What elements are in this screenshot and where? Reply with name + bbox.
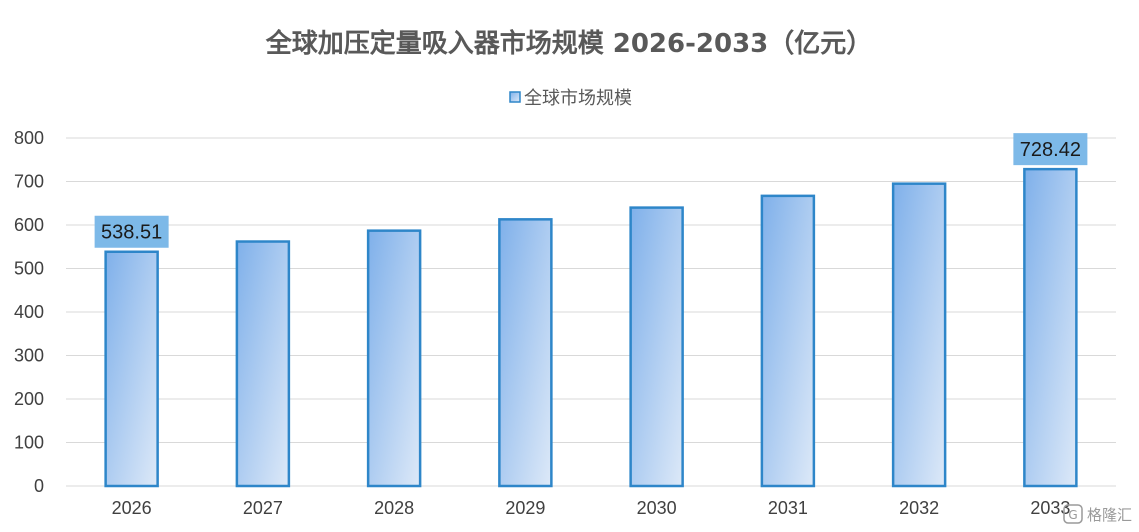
- chart-title: 全球加压定量吸入器市场规模 2026-2033（亿元）: [265, 28, 873, 59]
- x-tick-label: 2033: [1030, 498, 1070, 518]
- x-tick-label: 2029: [505, 498, 545, 518]
- y-axis: 0 100 200 300 400 500 600 700 800: [14, 128, 44, 496]
- g-logo-icon: [1063, 504, 1083, 524]
- data-label: 728.42: [1020, 139, 1081, 161]
- bar: [104, 250, 159, 488]
- y-tick-label: 0: [34, 476, 44, 496]
- x-tick-label: 2031: [768, 498, 808, 518]
- bar: [629, 206, 684, 488]
- x-axis: 2026 2027 2028 2029 2030 2031 2032 2033: [112, 498, 1071, 518]
- x-tick-label: 2028: [374, 498, 414, 518]
- x-tick-label: 2032: [899, 498, 939, 518]
- x-tick-label: 2030: [637, 498, 677, 518]
- gridlines: [66, 137, 1116, 487]
- y-tick-label: 700: [14, 172, 44, 192]
- data-labels: 538.51 728.42: [94, 133, 1088, 248]
- x-tick-label: 2027: [243, 498, 283, 518]
- data-label-box: [1013, 133, 1088, 166]
- y-tick-label: 400: [14, 302, 44, 322]
- y-tick-label: 300: [14, 346, 44, 366]
- bar-series: [104, 167, 1078, 488]
- y-tick-label: 100: [14, 433, 44, 453]
- bar: [235, 240, 291, 488]
- y-tick-label: 500: [14, 259, 44, 279]
- y-tick-label: 800: [14, 128, 44, 148]
- bar: [1023, 167, 1078, 488]
- watermark-text: 格隆汇: [1087, 506, 1132, 524]
- data-label-box: [94, 215, 169, 248]
- x-tick-label: 2026: [112, 498, 152, 518]
- bar: [760, 194, 816, 488]
- legend-swatch: [509, 91, 521, 103]
- y-tick-label: 600: [14, 215, 44, 235]
- bar: [366, 229, 422, 488]
- legend-label: 全球市场规模: [524, 88, 632, 109]
- g-logo-glyph: G: [1068, 508, 1077, 522]
- legend: 全球市场规模: [509, 88, 632, 109]
- bar: [498, 218, 553, 488]
- data-label: 538.51: [101, 222, 162, 244]
- y-tick-label: 200: [14, 389, 44, 409]
- bar: [891, 182, 947, 488]
- watermark: G 格隆汇: [1063, 504, 1132, 524]
